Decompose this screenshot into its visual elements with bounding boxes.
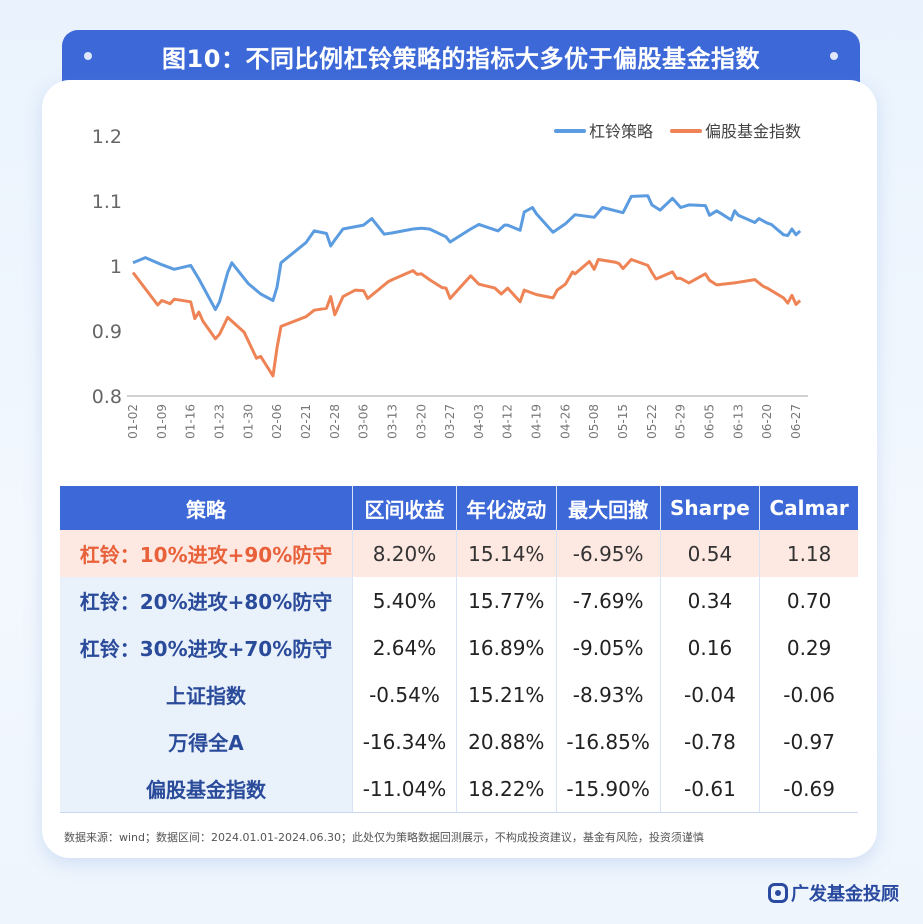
strategy-name-cell: 杠铃：20%进攻+80%防守 <box>60 577 353 624</box>
series-line-1 <box>132 194 802 311</box>
brand-logo-icon <box>768 883 788 903</box>
column-header: 年化波动 <box>455 486 557 530</box>
metric-cell: -0.97 <box>759 718 858 765</box>
metric-cell: -8.93% <box>555 671 661 718</box>
x-tick-label: 01-30 <box>241 404 255 439</box>
metric-cell: 5.40% <box>352 577 457 624</box>
metric-cell: 18.22% <box>455 765 557 813</box>
legend-label: 杠铃策略 <box>589 122 653 141</box>
metric-cell: -0.61 <box>659 765 760 813</box>
metric-cell: -0.04 <box>659 671 760 718</box>
column-header: 区间收益 <box>352 486 457 530</box>
x-tick-label: 02-28 <box>328 404 342 439</box>
title-banner: 图10：不同比例杠铃策略的指标大多优于偏股基金指数 <box>62 30 860 82</box>
metric-cell: -7.69% <box>555 577 661 624</box>
y-tick-label: 1.1 <box>92 191 122 213</box>
x-tick-label: 01-16 <box>184 404 198 439</box>
x-tick-label: 04-19 <box>530 404 544 439</box>
x-tick-label: 05-22 <box>645 404 659 439</box>
metric-cell: -0.78 <box>659 718 760 765</box>
strategy-name-cell: 杠铃：30%进攻+70%防守 <box>60 624 353 671</box>
x-tick-label: 03-13 <box>385 404 399 439</box>
table-row: 杠铃：10%进攻+90%防守 8.20% 15.14% -6.95% 0.54 1.18 <box>60 530 858 577</box>
metric-cell: -0.06 <box>759 671 858 718</box>
x-tick-label: 03-27 <box>443 404 457 439</box>
table-row: 万得全A -16.34% 20.88% -16.85% -0.78 -0.97 <box>60 718 858 765</box>
series-line-2 <box>131 258 802 378</box>
metric-cell: -11.04% <box>352 765 457 813</box>
y-tick-label: 1 <box>110 256 122 278</box>
x-tick-label: 01-09 <box>155 404 169 439</box>
x-tick-label: 06-20 <box>760 404 774 439</box>
table-row: 杠铃：30%进攻+70%防守 2.64% 16.89% -9.05% 0.16 0.29 <box>60 624 858 671</box>
metric-cell: 1.18 <box>759 530 858 577</box>
y-tick-label: 0.9 <box>92 321 122 343</box>
metric-cell: -16.34% <box>352 718 457 765</box>
x-tick-label: 05-15 <box>616 404 630 439</box>
table-row: 杠铃：20%进攻+80%防守 5.40% 15.77% -7.69% 0.34 0.70 <box>60 577 858 624</box>
metrics-table: 策略 区间收益 年化波动 最大回撤 Sharpe Calmar 杠铃：10%进攻+90%防… <box>60 486 858 813</box>
data-source-note: 数据来源：wind；数据区间：2024.01.01-2024.06.30；此处仅… <box>64 831 704 844</box>
metric-cell: -0.54% <box>352 671 457 718</box>
line-chart: 1.2 1.1 1 0.9 0.8 01-02 01-09 01-16 01-23 01-30 02… <box>92 122 808 439</box>
x-tick-label: 02-21 <box>299 404 313 439</box>
column-header: Sharpe <box>659 486 760 530</box>
table-row: 上证指数 -0.54% 15.21% -8.93% -0.04 -0.06 <box>60 671 858 718</box>
x-tick-label: 06-05 <box>703 404 717 439</box>
column-header: 最大回撤 <box>555 486 661 530</box>
metric-cell: -9.05% <box>555 624 661 671</box>
decor-dot <box>84 52 92 60</box>
metric-cell: 8.20% <box>352 530 457 577</box>
legend-label: 偏股基金指数 <box>705 122 801 141</box>
metric-cell: 15.14% <box>455 530 557 577</box>
metric-cell: 15.21% <box>455 671 557 718</box>
strategy-name-cell: 偏股基金指数 <box>60 765 353 813</box>
metric-cell: 0.70 <box>759 577 858 624</box>
page-title: 图10：不同比例杠铃策略的指标大多优于偏股基金指数 <box>162 44 760 73</box>
metric-cell: 0.29 <box>759 624 858 671</box>
metric-cell: 0.34 <box>659 577 760 624</box>
metric-cell: -16.85% <box>555 718 661 765</box>
metric-cell: 0.16 <box>659 624 760 671</box>
x-tick-label: 02-06 <box>270 404 284 439</box>
column-header: 策略 <box>60 486 353 530</box>
x-tick-label: 06-13 <box>731 404 745 439</box>
x-tick-label: 04-03 <box>472 404 486 439</box>
x-tick-label: 03-20 <box>414 404 428 439</box>
metric-cell: -0.69 <box>759 765 858 813</box>
strategy-name-cell: 上证指数 <box>60 671 353 718</box>
x-tick-label: 06-27 <box>789 404 803 439</box>
x-tick-label: 04-12 <box>501 404 515 439</box>
table-row: 偏股基金指数 -11.04% 18.22% -15.90% -0.61 -0.69 <box>60 765 858 813</box>
metric-cell: -6.95% <box>555 530 661 577</box>
metric-cell: 2.64% <box>352 624 457 671</box>
strategy-name-cell: 杠铃：10%进攻+90%防守 <box>60 530 353 577</box>
x-tick-label: 01-23 <box>212 404 226 439</box>
y-tick-label: 1.2 <box>92 126 122 148</box>
x-tick-label: 01-02 <box>126 404 140 439</box>
metric-cell: 16.89% <box>455 624 557 671</box>
metric-cell: 15.77% <box>455 577 557 624</box>
brand-logo: 广发基金投顾 <box>768 880 899 906</box>
y-tick-label: 0.8 <box>92 386 122 408</box>
brand-name: 广发基金投顾 <box>791 884 899 905</box>
x-tick-label: 05-08 <box>587 404 601 439</box>
strategy-name-cell: 万得全A <box>60 718 353 765</box>
x-tick-label: 04-26 <box>558 404 572 439</box>
x-tick-label: 05-29 <box>674 404 688 439</box>
metric-cell: 0.54 <box>659 530 760 577</box>
metric-cell: -15.90% <box>555 765 661 813</box>
x-tick-label: 03-06 <box>357 404 371 439</box>
decor-dot <box>830 52 838 60</box>
column-header: Calmar <box>759 486 858 530</box>
metric-cell: 20.88% <box>455 718 557 765</box>
